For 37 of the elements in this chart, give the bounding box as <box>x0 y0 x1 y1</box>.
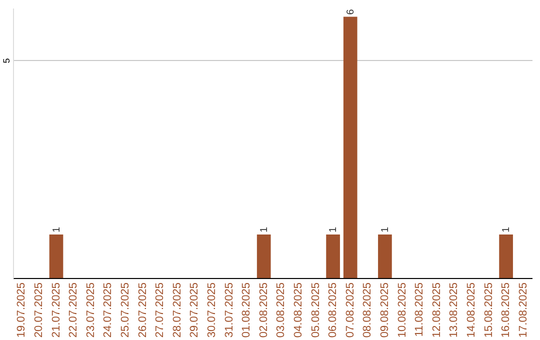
y-tick-label: 5 <box>2 58 12 64</box>
x-tick-label: 24.07.2025 <box>102 282 114 338</box>
x-tick-label: 23.07.2025 <box>84 282 97 338</box>
x-tick-label: 20.07.2025 <box>32 282 45 338</box>
x-tick-label: 16.08.2025 <box>500 282 512 338</box>
x-tick-label: 11.08.2025 <box>414 282 426 337</box>
x-tick-label: 25.07.2025 <box>119 282 132 338</box>
x-tick-label: 22.07.2025 <box>68 282 80 338</box>
x-tick-label: 03.08.2025 <box>275 282 288 338</box>
data-label: 6 <box>345 8 356 15</box>
x-tick-label: 10.08.2025 <box>396 282 408 338</box>
x-tick-label: 19.07.2025 <box>16 282 28 338</box>
x-tick-label: 15.08.2025 <box>482 282 495 338</box>
x-tick-label: 29.07.2025 <box>188 282 201 338</box>
x-tick-label: 02.08.2025 <box>258 282 270 338</box>
x-tick-label: 01.08.2025 <box>240 282 253 338</box>
x-tick-label: 26.07.2025 <box>136 282 149 338</box>
x-tick-label: 08.08.2025 <box>362 282 374 338</box>
x-tick-label: 27.07.2025 <box>154 282 166 338</box>
x-tick-label: 13.08.2025 <box>448 282 460 338</box>
x-tick-label: 28.07.2025 <box>171 282 184 338</box>
data-label: 1 <box>51 226 62 232</box>
x-tick-label: 30.07.2025 <box>206 282 218 338</box>
x-tick-label: 21.07.2025 <box>50 282 62 338</box>
data-label: 1 <box>380 226 391 232</box>
x-tick-label: 31.07.2025 <box>223 282 236 338</box>
x-tick-label: 14.08.2025 <box>465 282 478 338</box>
data-label: 1 <box>501 226 512 232</box>
data-label: 1 <box>328 226 340 232</box>
x-tick-label: 09.08.2025 <box>378 282 391 338</box>
data-label: 1 <box>258 226 270 232</box>
x-tick-label: 12.08.2025 <box>430 282 443 338</box>
x-tick-label: 17.08.2025 <box>517 282 530 338</box>
x-tick-label: 04.08.2025 <box>292 282 304 338</box>
x-tick-label: 05.08.2025 <box>310 282 322 338</box>
x-tick-label: 07.08.2025 <box>344 282 356 338</box>
x-tick-label: 06.08.2025 <box>327 282 340 338</box>
